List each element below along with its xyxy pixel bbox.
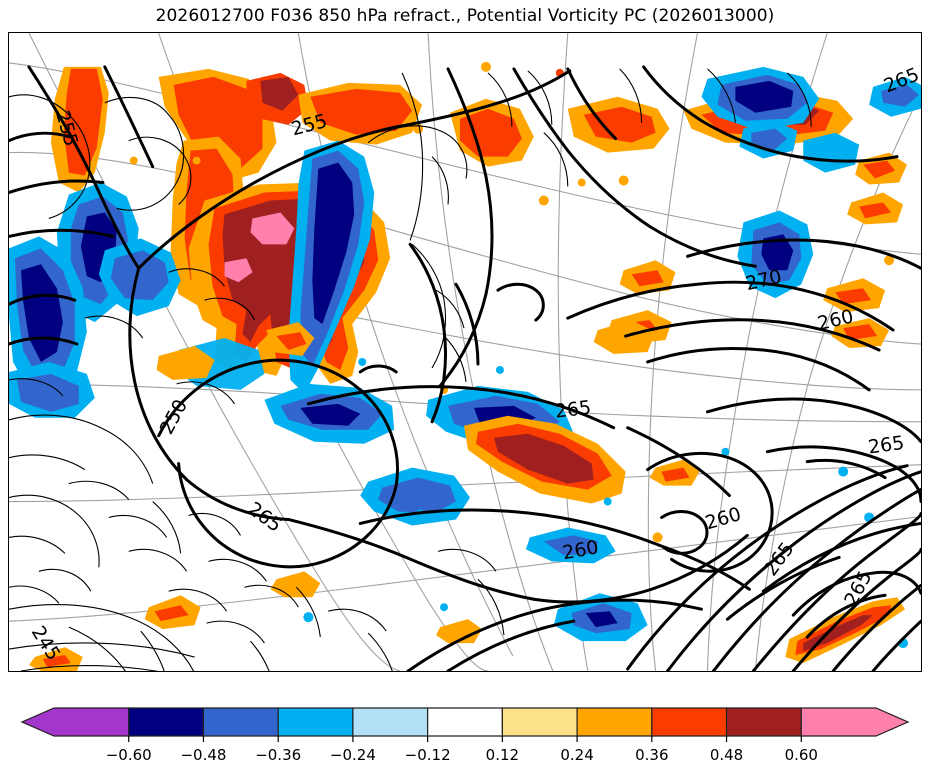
colorbar-band bbox=[277, 707, 354, 737]
colorbar-tick-label: 0.36 bbox=[635, 746, 668, 762]
colorbar-band bbox=[20, 707, 130, 737]
colorbar-band bbox=[651, 707, 728, 737]
colorbar-bands bbox=[20, 707, 910, 737]
colorbar-tick-label: −0.36 bbox=[255, 746, 301, 762]
colorbar: −0.60 −0.48 −0.36 −0.24 −0.12 0.12 0.24 0.36 0.4… bbox=[0, 700, 930, 762]
colorbar-tick-label: 0.60 bbox=[785, 746, 818, 762]
colorbar-tick-label: −0.60 bbox=[106, 746, 152, 762]
colorbar-band bbox=[352, 707, 429, 737]
page-title: 2026012700 F036 850 hPa refract., Potent… bbox=[155, 6, 775, 26]
contour-label: 265 bbox=[867, 432, 906, 459]
colorbar-tick-label: −0.48 bbox=[180, 746, 226, 762]
map-panel: 255 255 265 270 260 265 265 260 265 260 … bbox=[8, 32, 922, 672]
colorbar-tick-label: −0.24 bbox=[330, 746, 376, 762]
map-plot: 255 255 265 270 260 265 265 260 265 260 … bbox=[9, 33, 921, 671]
colorbar-tick-label: 0.12 bbox=[486, 746, 519, 762]
colorbar-tick-label: −0.12 bbox=[405, 746, 451, 762]
coastlines bbox=[9, 68, 812, 671]
colorbar-band bbox=[725, 707, 802, 737]
refractivity-contours bbox=[9, 65, 921, 671]
colorbar-band bbox=[501, 707, 578, 737]
colorbar-band bbox=[427, 707, 503, 737]
colorbar-ticks bbox=[128, 736, 802, 742]
colorbar-tick-label: 0.48 bbox=[710, 746, 743, 762]
colorbar-band bbox=[202, 707, 279, 737]
colorbar-band bbox=[128, 707, 205, 737]
colorbar-tick-labels: −0.60 −0.48 −0.36 −0.24 −0.12 0.12 0.24 0.36 0.4… bbox=[106, 746, 818, 762]
colorbar-band bbox=[576, 707, 653, 737]
colorbar-tick-label: 0.24 bbox=[560, 746, 593, 762]
colorbar-band bbox=[800, 707, 910, 737]
contour-label: 265 bbox=[554, 397, 593, 423]
